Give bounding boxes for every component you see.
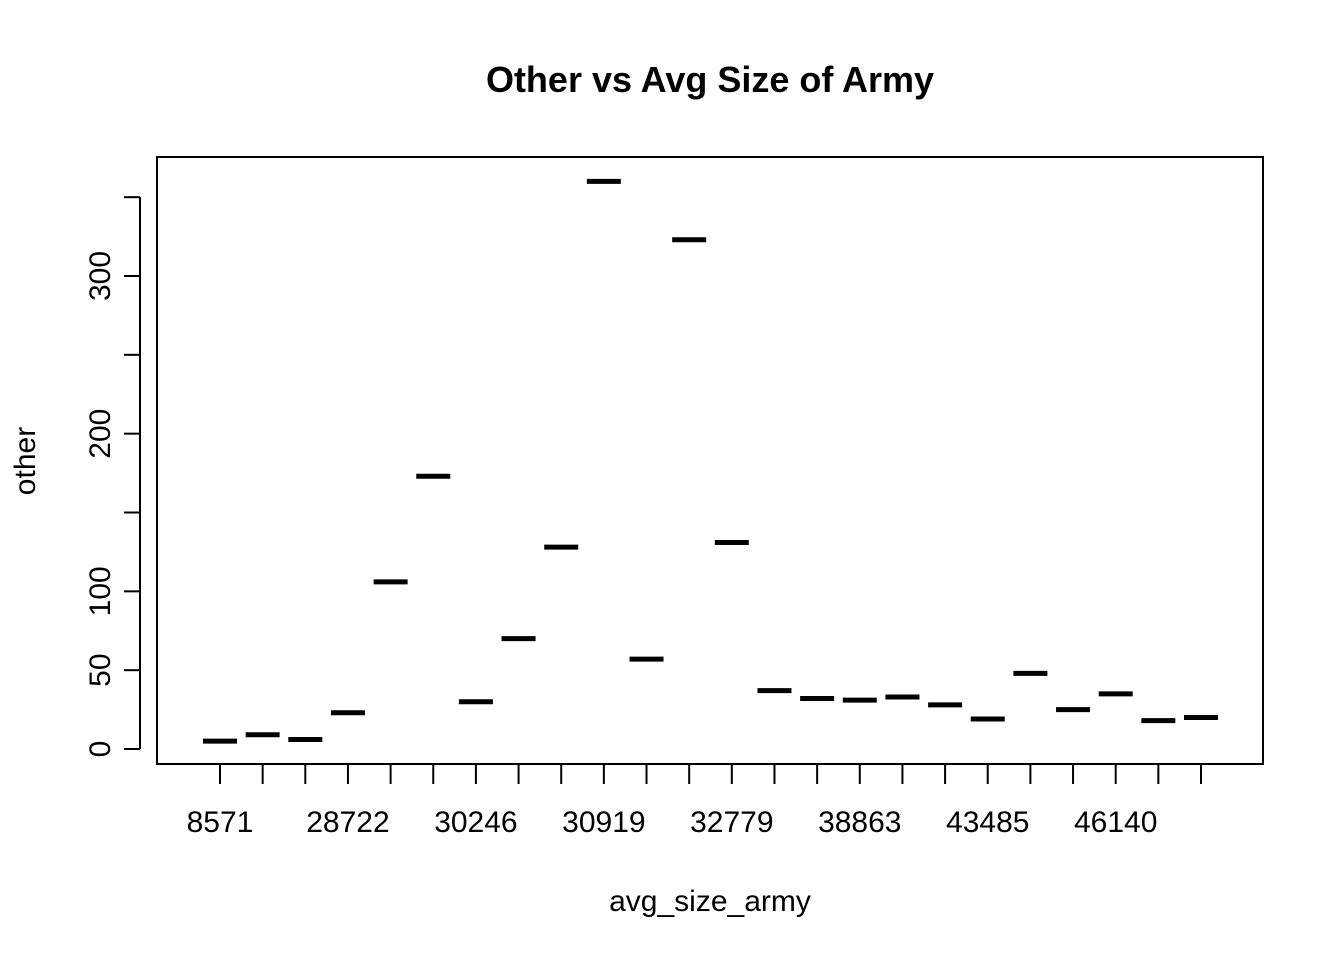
x-axis-label: avg_size_army <box>609 885 811 918</box>
y-tick-label: 100 <box>84 566 117 616</box>
x-tick-label: 46140 <box>1074 806 1157 839</box>
y-tick-label: 300 <box>84 251 117 301</box>
y-tick-label: 0 <box>84 741 117 758</box>
y-axis-label: other <box>9 427 42 495</box>
x-tick-label: 30246 <box>434 806 517 839</box>
plot-frame <box>156 156 1264 765</box>
x-tick-label: 28722 <box>306 806 389 839</box>
x-tick-label: 8571 <box>187 806 254 839</box>
chart-title: Other vs Avg Size of Army <box>486 59 934 100</box>
x-tick-label: 43485 <box>946 806 1029 839</box>
y-axis: 0 50 100 200 300 <box>84 196 141 758</box>
y-tick-label: 200 <box>84 409 117 459</box>
x-tick-label: 38863 <box>818 806 901 839</box>
x-tick-label: 30919 <box>562 806 645 839</box>
box-series <box>203 178 1218 744</box>
x-tick-label: 32779 <box>690 806 773 839</box>
y-tick-label: 50 <box>84 653 117 686</box>
x-axis: 8571 28722 30246 30919 32779 38863 43485 46140 <box>187 763 1202 839</box>
